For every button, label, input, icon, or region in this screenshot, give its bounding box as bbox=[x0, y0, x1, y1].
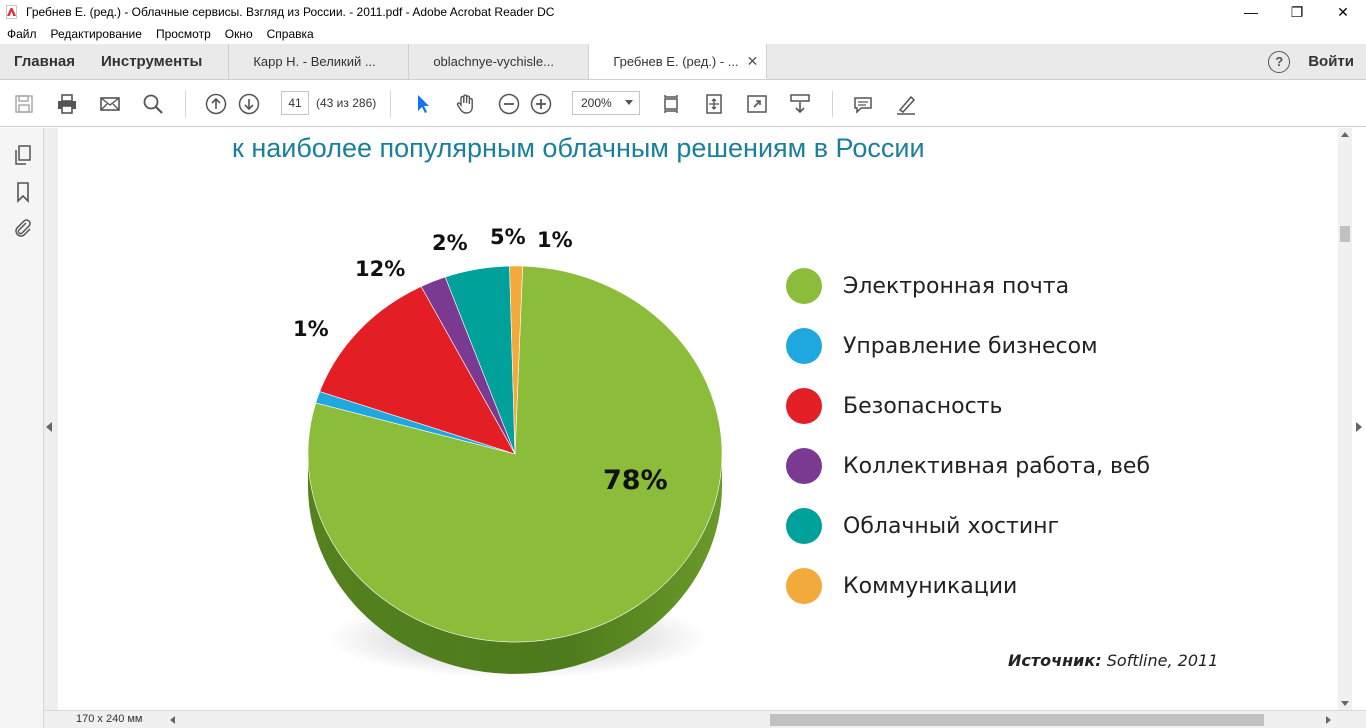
previous-page-icon[interactable] bbox=[205, 93, 227, 115]
expand-right-pane-icon[interactable] bbox=[1356, 422, 1362, 432]
legend-label: Управление бизнесом bbox=[843, 333, 1098, 359]
legend-label: Облачный хостинг bbox=[843, 513, 1060, 539]
pie-chart: 78% 1% 12% 2% 5% 1% bbox=[293, 225, 723, 678]
minimize-button[interactable]: — bbox=[1244, 4, 1258, 20]
source-note: Источник: Softline, 2011 bbox=[1008, 651, 1218, 670]
zoom-select[interactable]: 200% bbox=[572, 91, 640, 115]
tab-label: oblachnye-vychisle... bbox=[433, 54, 554, 69]
fit-page-icon[interactable] bbox=[703, 93, 725, 115]
tab-document-grebnev[interactable]: Гребнев Е. (ред.) - ... ✕ bbox=[589, 44, 768, 79]
legend-swatch bbox=[786, 328, 822, 364]
print-icon[interactable] bbox=[56, 93, 78, 115]
scroll-left-icon[interactable] bbox=[170, 716, 175, 724]
legend-label: Коллективная работа, веб bbox=[843, 453, 1151, 479]
legend-item: Облачный хостинг bbox=[786, 508, 1059, 544]
pie-value-label: 12% bbox=[355, 257, 405, 281]
scroll-right-icon[interactable] bbox=[1326, 716, 1331, 724]
attachments-icon[interactable] bbox=[12, 217, 34, 239]
menu-window[interactable]: Окно bbox=[224, 27, 253, 41]
menu-file[interactable]: Файл bbox=[7, 27, 37, 41]
scroll-down-icon[interactable] bbox=[1341, 701, 1349, 706]
source-label: Источник: bbox=[1008, 651, 1102, 670]
toolbar bbox=[0, 81, 1366, 127]
pie-value-label: 5% bbox=[490, 225, 526, 249]
pie-side-surface bbox=[308, 454, 722, 674]
acrobat-pdf-icon bbox=[4, 4, 20, 20]
vertical-scrollbar[interactable] bbox=[1338, 128, 1352, 710]
status-bar: 170 x 240 мм bbox=[44, 710, 1366, 728]
close-window-button[interactable]: ✕ bbox=[1337, 3, 1349, 20]
tab-home[interactable]: Главная bbox=[14, 53, 76, 70]
comment-icon[interactable] bbox=[852, 93, 874, 115]
page-thumbnails-icon[interactable] bbox=[12, 144, 34, 166]
legend-swatch bbox=[786, 388, 822, 424]
tab-document-karr[interactable]: Карр Н. - Великий ... bbox=[229, 44, 410, 79]
slice-communications bbox=[509, 265, 523, 455]
menu-view[interactable]: Просмотр bbox=[155, 27, 211, 41]
window-title: Гребнев Е. (ред.) - Облачные сервисы. Вз… bbox=[26, 5, 555, 19]
read-mode-icon[interactable] bbox=[789, 93, 811, 115]
search-icon[interactable] bbox=[142, 93, 164, 115]
help-icon[interactable]: ? bbox=[1268, 50, 1291, 73]
legend-swatch bbox=[786, 568, 822, 604]
select-cursor-icon[interactable] bbox=[412, 93, 434, 115]
horizontal-scroll-thumb[interactable] bbox=[770, 714, 1264, 726]
legend-swatch bbox=[786, 268, 822, 304]
slice-security bbox=[319, 286, 516, 455]
collapse-left-pane-icon[interactable] bbox=[46, 422, 52, 432]
legend-swatch bbox=[786, 448, 822, 484]
zoom-out-icon[interactable] bbox=[498, 93, 520, 115]
chevron-down-icon bbox=[625, 100, 633, 105]
legend-item: Управление бизнесом bbox=[786, 328, 1098, 364]
page-count: (43 из 286) bbox=[316, 96, 377, 110]
email-icon[interactable] bbox=[99, 93, 121, 115]
menu-bar: Файл Редактирование Просмотр Окно Справк… bbox=[0, 24, 1366, 44]
tab-row: Главная Инструменты Карр Н. - Великий ..… bbox=[0, 44, 1366, 80]
pie-value-label: 1% bbox=[537, 228, 573, 252]
scroll-thumb[interactable] bbox=[1340, 226, 1350, 242]
save-icon[interactable] bbox=[13, 93, 35, 115]
tab-label: Гребнев Е. (ред.) - ... bbox=[613, 53, 739, 69]
title-bar: Гребнев Е. (ред.) - Облачные сервисы. Вз… bbox=[0, 0, 1366, 24]
pie-side-wall bbox=[308, 454, 722, 674]
menu-edit[interactable]: Редактирование bbox=[50, 27, 142, 41]
legend-label: Электронная почта bbox=[843, 273, 1070, 299]
menu-help[interactable]: Справка bbox=[266, 27, 314, 41]
bookmarks-icon[interactable] bbox=[12, 181, 34, 203]
legend-item: Коммуникации bbox=[786, 568, 1017, 604]
legend-item: Электронная почта bbox=[786, 268, 1069, 304]
zoom-value: 200% bbox=[581, 96, 612, 110]
navigation-pane bbox=[0, 128, 44, 728]
legend-label: Безопасность bbox=[843, 393, 1003, 419]
scroll-up-icon[interactable] bbox=[1341, 132, 1349, 137]
page-size: 170 x 240 мм bbox=[76, 713, 143, 725]
chart-heading: к наиболее популярным облачным решениям … bbox=[232, 133, 925, 163]
hand-tool-icon[interactable] bbox=[455, 93, 477, 115]
tab-tools[interactable]: Инструменты bbox=[87, 44, 230, 79]
scroll-mode-icon[interactable] bbox=[660, 93, 682, 115]
source-value: Softline, 2011 bbox=[1101, 651, 1219, 670]
pie-value-label: 2% bbox=[432, 231, 468, 255]
legend-label: Коммуникации bbox=[843, 573, 1018, 599]
page-number-input[interactable]: 41 bbox=[281, 91, 309, 115]
highlight-pen-icon[interactable] bbox=[895, 93, 917, 115]
login-button[interactable]: Войти bbox=[1308, 53, 1354, 70]
pie-value-label: 78% bbox=[603, 465, 668, 496]
tab-label: Карр Н. - Великий ... bbox=[253, 54, 376, 69]
tab-close-icon[interactable]: ✕ bbox=[746, 52, 759, 69]
next-page-icon[interactable] bbox=[238, 93, 260, 115]
restore-button[interactable]: ❐ bbox=[1290, 3, 1304, 20]
tab-document-oblachnye[interactable]: oblachnye-vychisle... bbox=[409, 44, 590, 79]
legend-item: Безопасность bbox=[786, 388, 1002, 424]
full-screen-icon[interactable] bbox=[746, 93, 768, 115]
legend-item: Коллективная работа, веб bbox=[786, 448, 1150, 484]
pie-value-label: 1% bbox=[293, 317, 329, 341]
legend-swatch bbox=[786, 508, 822, 544]
zoom-in-icon[interactable] bbox=[530, 93, 552, 115]
